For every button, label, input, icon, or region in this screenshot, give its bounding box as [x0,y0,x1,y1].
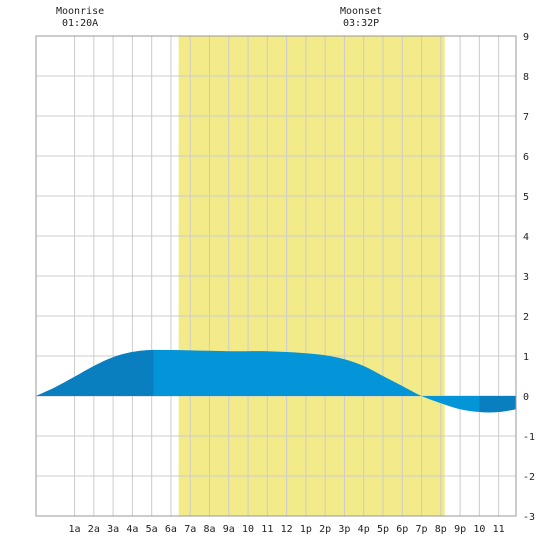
tide-area [36,349,516,413]
y-tick-label: 9 [523,32,529,43]
y-tick-label: 1 [523,352,529,363]
x-tick-label: 1a [69,524,81,535]
x-tick-label: 5a [146,524,158,535]
y-tick-label: 4 [523,232,529,243]
moonset-label: Moonset [340,6,383,17]
y-tick-label: 6 [523,152,529,163]
y-tick-label: -1 [523,432,535,443]
moonrise-annotation: Moonrise 01:20A [56,6,104,30]
x-tick-label: 7p [416,524,428,535]
x-tick-label: 11 [493,524,505,535]
y-tick-label: 7 [523,112,529,123]
y-tick-label: 3 [523,272,529,283]
y-tick-label: -2 [523,472,535,483]
moonset-time: 03:32P [343,18,380,29]
x-tick-label: 4a [126,524,138,535]
x-tick-label: 6p [396,524,408,535]
y-tick-label: -3 [523,512,535,523]
x-tick-label: 11 [261,524,273,535]
y-tick-label: 5 [523,192,529,203]
moonrise-label: Moonrise [56,6,105,17]
x-tick-label: 2a [88,524,100,535]
x-tick-label: 5p [377,524,389,535]
x-tick-label: 3p [338,524,350,535]
x-tick-label: 4p [358,524,370,535]
x-tick-label: 10 [473,524,485,535]
x-tick-label: 8a [203,524,215,535]
plot-border [35,35,517,517]
x-tick-label: 2p [319,524,331,535]
x-tick-label: 1p [300,524,312,535]
y-tick-label: 0 [523,392,529,403]
moonrise-time: 01:20A [62,18,99,29]
x-tick-label: 9p [454,524,466,535]
y-tick-label: 8 [523,72,529,83]
x-tick-label: 3a [107,524,119,535]
x-tick-label: 9a [223,524,235,535]
y-tick-label: 2 [523,312,529,323]
moonset-annotation: Moonset 03:32P [340,6,382,30]
x-tick-label: 8p [435,524,447,535]
x-tick-label: 12 [281,524,293,535]
x-tick-label: 6a [165,524,177,535]
x-tick-label: 7a [184,524,196,535]
x-tick-label: 10 [242,524,254,535]
